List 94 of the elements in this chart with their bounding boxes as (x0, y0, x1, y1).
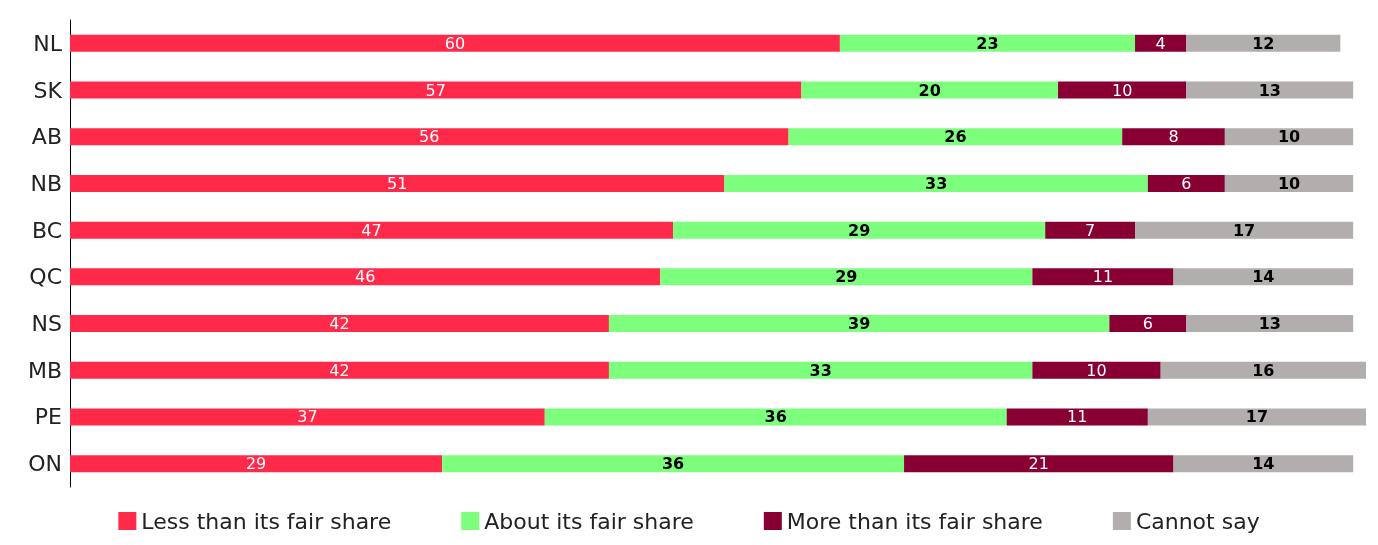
data-label: 36 (764, 407, 787, 427)
data-label: 21 (1028, 454, 1049, 474)
data-label: 13 (1258, 314, 1281, 334)
data-label: 12 (1252, 33, 1275, 53)
data-label: 57 (425, 80, 446, 100)
legend-label: About its fair share (484, 508, 694, 534)
data-label: 37 (297, 407, 318, 427)
data-label: 6 (1142, 314, 1153, 334)
bar (1160, 361, 1366, 379)
legend-label: Cannot say (1135, 508, 1260, 534)
data-label: 42 (329, 314, 350, 334)
data-label: 11 (1067, 407, 1088, 427)
data-label: 14 (1252, 267, 1275, 287)
data-label: 14 (1252, 454, 1275, 474)
data-label: 23 (976, 33, 999, 53)
data-label: 46 (354, 267, 376, 287)
legend-label: More than its fair share (786, 508, 1043, 534)
data-label: 7 (1085, 220, 1096, 240)
bar (70, 408, 545, 426)
bar (1147, 174, 1225, 192)
y-tick-label: ON (28, 451, 62, 477)
data-label: 51 (387, 173, 408, 193)
data-label: 26 (944, 127, 967, 147)
bar (1006, 408, 1148, 426)
bar (608, 361, 1033, 379)
bar (70, 315, 609, 333)
data-label: 29 (835, 267, 858, 287)
data-label: 60 (444, 33, 466, 53)
bar (70, 221, 674, 239)
bar (70, 128, 789, 146)
bar (1224, 128, 1354, 146)
data-label: 42 (329, 360, 350, 380)
bar (1032, 361, 1161, 379)
y-tick-label: BC (31, 217, 62, 243)
data-label: 33 (925, 173, 948, 193)
bar (70, 455, 443, 473)
bar (673, 221, 1046, 239)
bar (1224, 174, 1354, 192)
bar (1109, 315, 1187, 333)
bar (70, 34, 840, 52)
bar (608, 315, 1110, 333)
bar (442, 455, 905, 473)
bar (1186, 34, 1341, 52)
bar (1135, 34, 1187, 52)
data-label: 8 (1168, 127, 1179, 147)
data-label: 13 (1258, 80, 1281, 100)
bar (544, 408, 1007, 426)
data-label: 39 (848, 314, 871, 334)
y-tick-label: PE (34, 404, 62, 430)
y-tick-label: NL (33, 30, 63, 56)
data-label: 10 (1277, 127, 1301, 147)
bar (801, 81, 1059, 99)
bar (70, 174, 725, 192)
bar (724, 174, 1148, 192)
bar (70, 81, 802, 99)
bar (1045, 221, 1136, 239)
bar (1186, 315, 1354, 333)
bar (1147, 408, 1366, 426)
data-label: 11 (1092, 267, 1114, 287)
bar (660, 268, 1033, 286)
data-label: 56 (419, 127, 440, 147)
bar (1058, 81, 1187, 99)
data-label: 36 (661, 454, 685, 474)
y-tick-label: SK (33, 77, 63, 103)
data-label: 16 (1252, 360, 1275, 380)
data-label: 4 (1155, 33, 1166, 53)
data-label: 29 (848, 220, 871, 240)
data-label: 33 (809, 360, 832, 380)
bar (904, 455, 1174, 473)
bar (839, 34, 1136, 52)
data-label: 10 (1086, 360, 1107, 380)
y-tick-label: AB (31, 124, 62, 150)
bar (788, 128, 1123, 146)
legend-label: Less than its fair share (141, 508, 392, 534)
data-label: 10 (1277, 173, 1301, 193)
y-tick-label: NS (31, 311, 62, 337)
y-tick-label: QC (29, 264, 62, 290)
bar (1122, 128, 1225, 146)
data-label: 6 (1181, 173, 1192, 193)
bar (1186, 81, 1354, 99)
data-label: 20 (918, 80, 941, 100)
bar (70, 268, 661, 286)
data-label: 29 (245, 454, 267, 474)
bar (1135, 221, 1354, 239)
y-tick-label: MB (27, 357, 62, 383)
bar (1032, 268, 1174, 286)
data-label: 10 (1112, 80, 1133, 100)
y-tick-label: NB (30, 170, 62, 196)
data-label: 47 (361, 220, 382, 240)
bar (1173, 268, 1354, 286)
data-label: 17 (1245, 407, 1269, 427)
data-label: 17 (1232, 220, 1256, 240)
bar (70, 361, 609, 379)
bar (1173, 455, 1354, 473)
